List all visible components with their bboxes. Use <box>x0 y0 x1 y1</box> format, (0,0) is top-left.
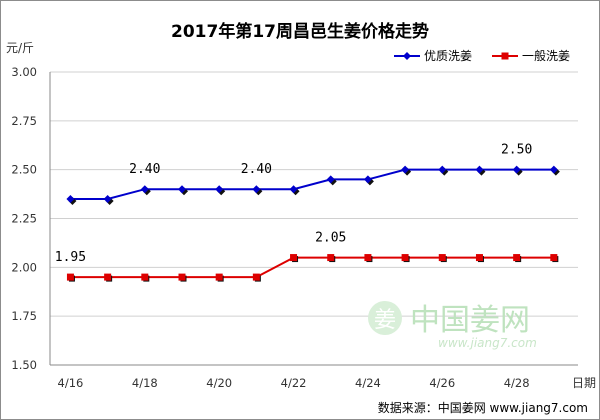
watermark-brand: 中国姜网 <box>410 303 530 338</box>
data-point <box>401 254 409 262</box>
data-label: 2.40 <box>241 162 272 177</box>
watermark-url: www.jiang7.com <box>438 336 537 350</box>
data-point <box>215 273 223 281</box>
series-line <box>70 168 554 200</box>
data-point <box>512 165 521 174</box>
legend-label: 优质洗姜 <box>424 49 472 63</box>
data-label: 2.40 <box>129 162 160 177</box>
x-tick-label: 4/20 <box>206 376 232 390</box>
data-point <box>215 185 224 194</box>
y-tick-label: 2.25 <box>11 212 37 226</box>
data-point <box>141 273 149 281</box>
data-point <box>252 273 260 281</box>
y-axis-label: 元/斤 <box>6 41 34 55</box>
series-layer <box>66 165 560 282</box>
legend-diamond-icon <box>403 52 411 60</box>
x-tick-labels: 4/16 4/18 4/20 4/22 4/24 4/26 4/28 <box>58 376 530 390</box>
data-point <box>290 254 298 262</box>
data-label: 2.05 <box>315 231 346 246</box>
y-tick-label: 2.75 <box>11 114 37 128</box>
data-point <box>178 273 186 281</box>
x-tick-label: 4/22 <box>281 376 307 390</box>
data-point <box>326 175 335 184</box>
watermark-logo-char: 姜 <box>374 308 396 333</box>
data-point <box>363 175 372 184</box>
chart-title: 2017年第17周昌邑生姜价格走势 <box>171 21 429 42</box>
legend-square-icon <box>501 52 509 60</box>
y-tick-label: 3.00 <box>11 65 37 79</box>
x-axis-label: 日期 <box>572 376 596 390</box>
x-tick-label: 4/16 <box>58 376 84 390</box>
data-point <box>140 185 149 194</box>
data-point <box>550 254 558 262</box>
data-point <box>401 165 410 174</box>
y-tick-label: 1.50 <box>11 358 37 372</box>
data-point <box>66 273 74 281</box>
x-tick-label: 4/26 <box>429 376 455 390</box>
data-point <box>327 254 335 262</box>
data-point <box>475 165 484 174</box>
legend: 优质洗姜 一般洗姜 <box>394 48 570 63</box>
y-tick-labels: 1.50 1.75 2.00 2.25 2.50 2.75 3.00 <box>11 65 37 372</box>
data-label: 2.50 <box>501 143 532 158</box>
data-labels: 2.40 2.40 2.50 1.95 2.05 <box>55 143 533 265</box>
source-note: 数据来源：中国姜网 www.jiang7.com <box>378 400 588 415</box>
data-point <box>438 165 447 174</box>
series-1 <box>66 165 560 205</box>
data-point <box>66 194 75 203</box>
data-point <box>178 185 186 194</box>
data-point <box>364 254 372 262</box>
data-label: 1.95 <box>55 250 86 265</box>
data-point <box>549 165 558 174</box>
data-point <box>438 254 446 262</box>
legend-item-1: 优质洗姜 <box>394 49 472 63</box>
legend-item-2: 一般洗姜 <box>492 48 570 63</box>
data-point <box>252 185 261 194</box>
x-tick-label: 4/18 <box>132 376 158 390</box>
series-2 <box>66 254 559 282</box>
x-tick-label: 4/24 <box>355 376 381 390</box>
y-tick-label: 1.75 <box>11 309 37 323</box>
data-point <box>289 185 298 194</box>
series-line <box>70 256 554 279</box>
watermark: 姜 中国姜网 www.jiang7.com <box>368 301 537 350</box>
data-point <box>513 254 521 262</box>
grid <box>49 71 578 366</box>
x-tick-label: 4/28 <box>504 376 530 390</box>
y-tick-label: 2.00 <box>11 260 37 274</box>
y-tick-label: 2.50 <box>11 163 37 177</box>
data-point <box>104 273 112 281</box>
data-point <box>475 254 483 262</box>
watermark-logo-icon <box>368 301 402 335</box>
data-point <box>103 194 112 203</box>
legend-label: 一般洗姜 <box>522 48 570 63</box>
